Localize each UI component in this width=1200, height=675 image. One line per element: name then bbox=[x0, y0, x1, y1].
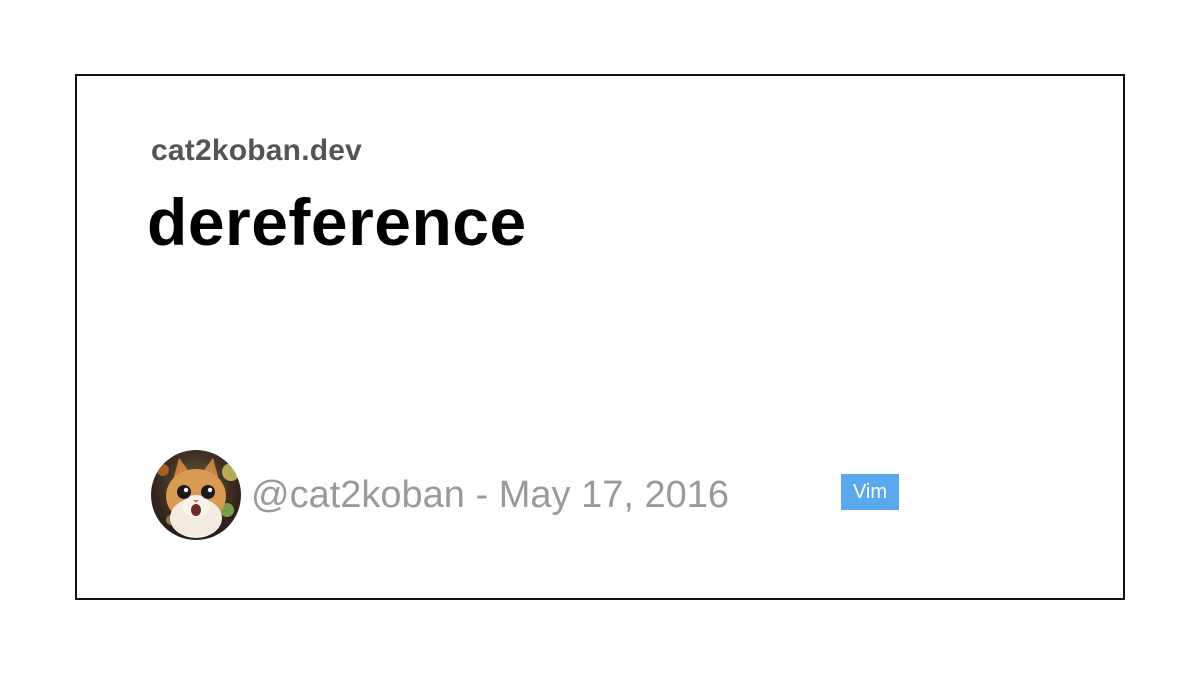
tag-vim[interactable]: Vim bbox=[841, 474, 899, 510]
avatar bbox=[151, 450, 241, 540]
author-meta: @cat2koban - May 17, 2016 bbox=[151, 450, 729, 540]
byline: @cat2koban - May 17, 2016 bbox=[251, 474, 729, 517]
publish-date: May 17, 2016 bbox=[498, 473, 729, 516]
article-title: dereference bbox=[147, 185, 527, 259]
cat-avatar-icon bbox=[151, 450, 241, 540]
site-name: cat2koban.dev bbox=[151, 134, 363, 167]
article-card: cat2koban.dev dereference bbox=[75, 74, 1125, 600]
author-handle[interactable]: @cat2koban bbox=[251, 473, 465, 516]
byline-separator: - bbox=[464, 473, 499, 516]
